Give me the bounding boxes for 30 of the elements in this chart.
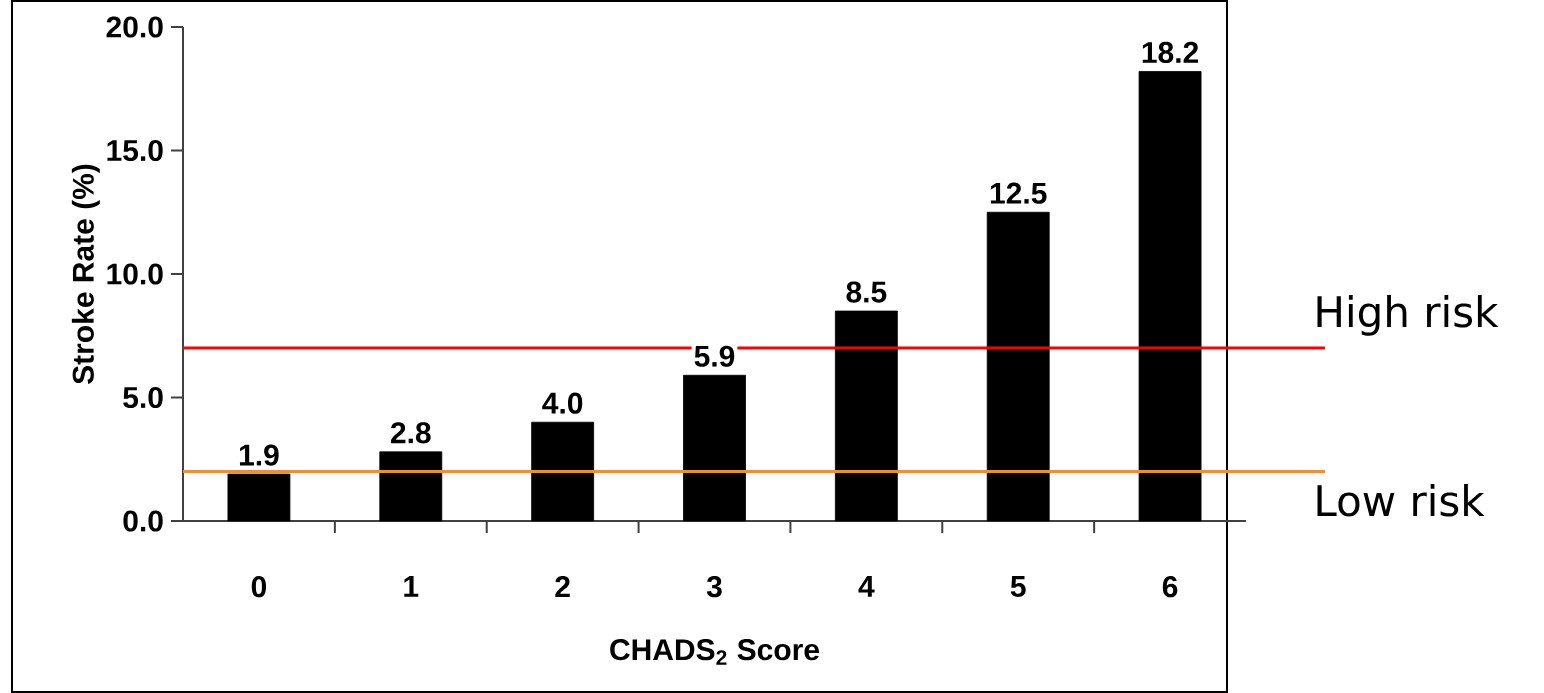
bar xyxy=(531,421,595,522)
y-axis-title: Stroke Rate (%) xyxy=(71,164,100,384)
data-label: 5.9 xyxy=(694,345,735,367)
data-label: 4.0 xyxy=(542,392,583,414)
y-tick-label: 10.0 xyxy=(107,263,163,285)
x-tick-label: 6 xyxy=(1162,576,1178,598)
y-tick-label: 20.0 xyxy=(106,16,163,38)
bar xyxy=(1138,71,1202,522)
ref-line-label: Low risk xyxy=(1317,484,1485,517)
y-tick-label: 0.0 xyxy=(123,510,163,532)
bar xyxy=(683,374,746,522)
data-label: 8.5 xyxy=(846,281,887,303)
x-tick-label: 0 xyxy=(251,576,267,598)
y-tick-label: 15.0 xyxy=(107,139,163,162)
data-label: 2.8 xyxy=(390,422,431,444)
bar xyxy=(834,310,898,522)
x-tick-label: 2 xyxy=(555,576,570,598)
ref-line-label: High risk xyxy=(1317,295,1499,336)
data-label: 1.9 xyxy=(239,444,279,466)
x-tick-label: 4 xyxy=(858,576,875,597)
x-tick-label: 3 xyxy=(706,576,722,598)
bar xyxy=(227,473,291,522)
x-axis-title: CHADS$_{2}$ Score xyxy=(610,639,819,665)
bar xyxy=(379,451,443,522)
y-tick-label: 5.0 xyxy=(123,386,163,409)
bar xyxy=(986,211,1050,522)
data-label: 12.5 xyxy=(990,182,1047,204)
x-tick-label: 1 xyxy=(404,576,419,597)
x-tick-label: 5 xyxy=(1010,576,1026,597)
data-label: 18.2 xyxy=(1142,41,1199,64)
